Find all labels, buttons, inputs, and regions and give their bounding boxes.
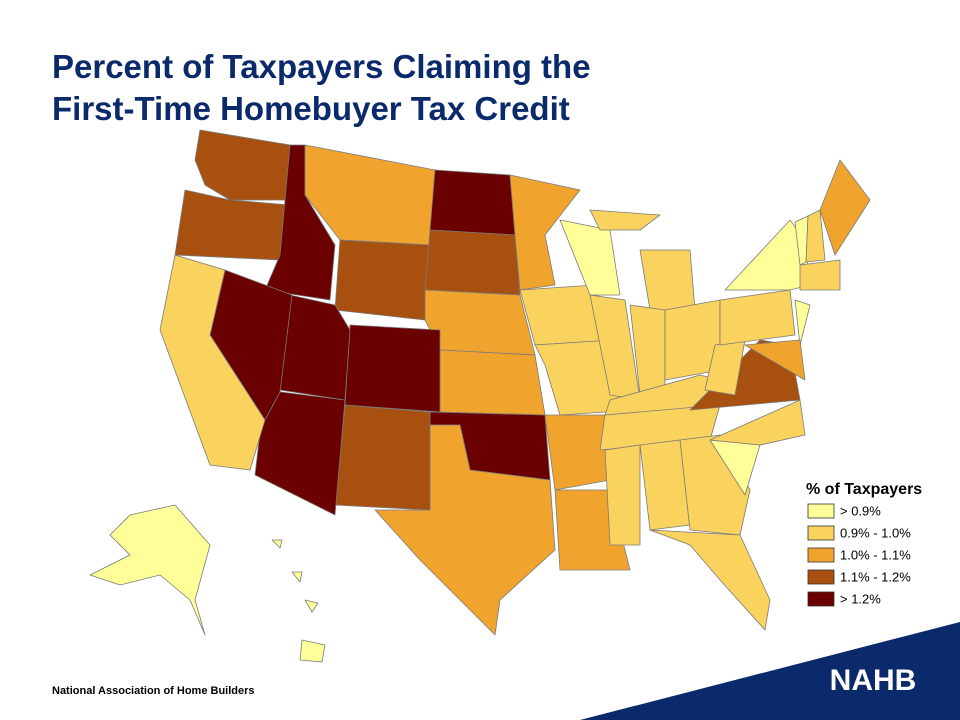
legend-label: 0.9% - 1.0%: [840, 525, 911, 540]
legend-label: 1.0% - 1.1%: [840, 547, 911, 562]
legend-label: 1.1% - 1.2%: [840, 569, 911, 584]
legend-swatch: [807, 525, 835, 541]
legend-swatch: [807, 569, 835, 585]
title-line: First-Time Homebuyer Tax Credit: [52, 90, 570, 127]
legend-swatch: [807, 591, 835, 607]
legend-label: > 1.2%: [840, 591, 881, 606]
logo-band: [580, 622, 960, 720]
legend-swatch: [807, 503, 835, 519]
legend: > 0.9% 0.9% - 1.0% 1.0% - 1.1% 1.1% - 1.2% >…: [807, 503, 911, 607]
organization: National Association of Home Builders: [52, 685, 255, 697]
logo: NAHB: [830, 664, 917, 697]
legend-title: % of Taxpayers: [806, 481, 922, 498]
title-line: Percent of Taxpayers Claiming the: [52, 48, 591, 85]
legend-swatch: [807, 547, 835, 563]
us-map: [89, 129, 871, 663]
legend-label: > 0.9%: [840, 503, 881, 518]
